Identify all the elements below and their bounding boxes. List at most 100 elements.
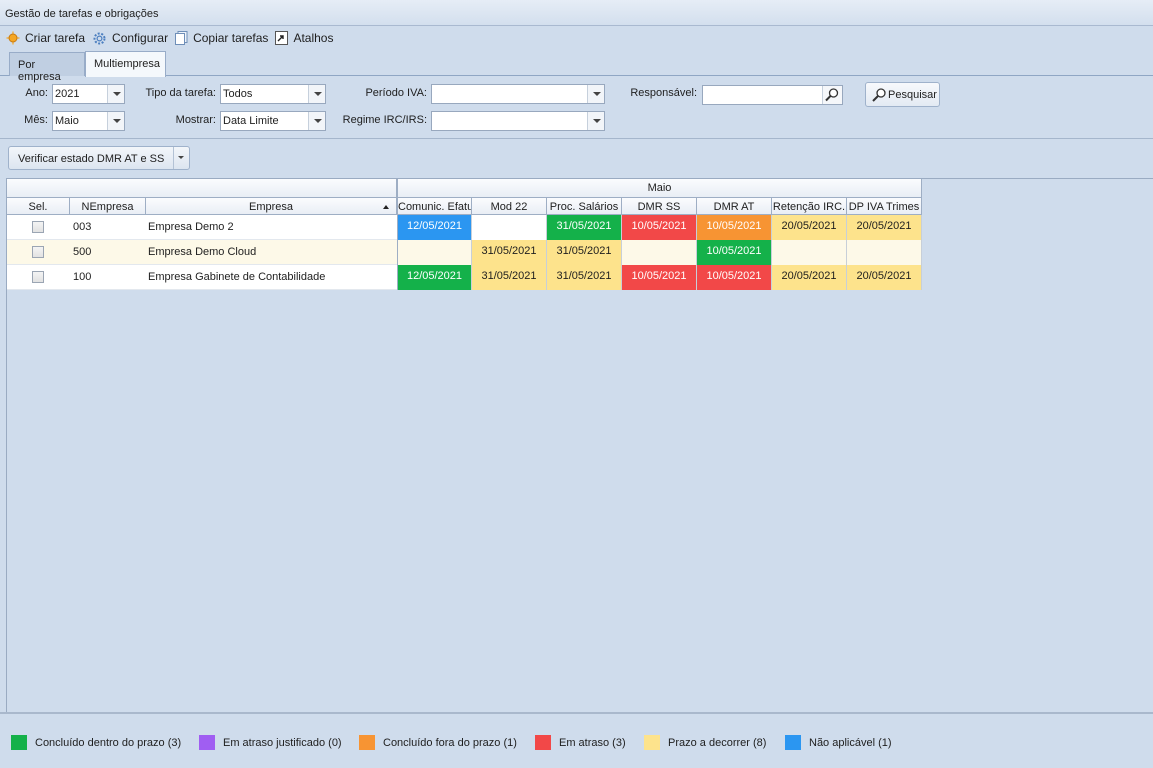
legend-label: Concluído dentro do prazo (3)	[35, 736, 182, 749]
copiar-tarefas-label: Copiar tarefas	[193, 31, 269, 45]
legend-item: Prazo a decorrer (8)	[644, 735, 766, 750]
task-date-cell[interactable]: 10/05/2021	[697, 240, 772, 265]
task-date-cell[interactable]: 12/05/2021	[397, 215, 472, 240]
legend-swatch	[359, 735, 375, 750]
col-header-empresa[interactable]: Empresa	[146, 198, 397, 215]
periodo-iva-label: Período IVA:	[365, 87, 427, 99]
task-date-cell[interactable]: 20/05/2021	[847, 265, 922, 290]
task-date-cell[interactable]: 10/05/2021	[697, 265, 772, 290]
chevron-down-icon[interactable]	[173, 147, 189, 169]
mes-value: Maio	[55, 115, 79, 127]
table-row[interactable]	[7, 215, 397, 240]
col-header-task[interactable]: DP IVA Trimes	[847, 198, 922, 215]
atalhos-label: Atalhos	[293, 31, 334, 45]
configurar-button[interactable]: Configurar	[92, 31, 168, 46]
legend-label: Concluído fora do prazo (1)	[383, 736, 517, 749]
task-date-cell[interactable]: 31/05/2021	[547, 240, 622, 265]
task-date-cell[interactable]: 31/05/2021	[472, 265, 547, 290]
cell-empresa: Empresa Gabinete de Contabilidade	[148, 271, 326, 283]
legend-swatch	[644, 735, 660, 750]
sort-ascending-icon	[383, 205, 389, 209]
task-date-cell[interactable]: 10/05/2021	[622, 215, 697, 240]
tasks-grid: Maio Sel. NEmpresa Empresa Comunic. Efat…	[6, 178, 1153, 712]
sun-icon	[6, 31, 20, 45]
task-date-cell[interactable]: 10/05/2021	[697, 215, 772, 240]
legend-swatch	[199, 735, 215, 750]
verificar-dmr-button[interactable]: Verificar estado DMR AT e SS	[8, 146, 190, 170]
col-header-task[interactable]: Retenção IRC.	[772, 198, 847, 215]
cell-nempresa: 100	[73, 271, 92, 283]
ano-select[interactable]: 2021	[52, 84, 125, 104]
atalhos-button[interactable]: Atalhos	[275, 31, 333, 45]
legend-label: Prazo a decorrer (8)	[668, 736, 767, 749]
chevron-down-icon[interactable]	[308, 85, 325, 103]
chevron-down-icon[interactable]	[587, 85, 604, 103]
row-select-checkbox[interactable]	[32, 221, 44, 233]
col-header-task[interactable]: Mod 22	[472, 198, 547, 215]
legend-swatch	[535, 735, 551, 750]
legend-item: Em atraso (3)	[535, 735, 626, 750]
criar-tarefa-button[interactable]: Criar tarefa	[6, 31, 85, 45]
row-select-checkbox[interactable]	[32, 271, 44, 283]
task-date-cell[interactable]: 10/05/2021	[622, 265, 697, 290]
legend-label: Não aplicável (1)	[809, 736, 892, 749]
task-date-cell[interactable]	[622, 240, 697, 265]
legend-label: Em atraso (3)	[559, 736, 626, 749]
responsavel-input[interactable]	[702, 85, 843, 105]
task-date-cell[interactable]: 20/05/2021	[847, 215, 922, 240]
col-header-task[interactable]: Proc. Salários	[547, 198, 622, 215]
tipo-value: Todos	[223, 88, 253, 100]
tab-strip: Por empresa Multiempresa	[0, 51, 1153, 83]
filter-panel	[0, 77, 1153, 139]
cell-nempresa: 500	[73, 246, 92, 258]
chevron-down-icon[interactable]	[107, 112, 124, 130]
pesquisar-button[interactable]: Pesquisar	[865, 82, 940, 107]
row-select-checkbox[interactable]	[32, 246, 44, 258]
col-header-task[interactable]: Comunic. Efatu	[397, 198, 472, 215]
task-date-cell[interactable]: 20/05/2021	[772, 265, 847, 290]
ano-label: Ano:	[25, 87, 48, 99]
task-date-cell[interactable]	[397, 240, 472, 265]
chevron-down-icon[interactable]	[107, 85, 124, 103]
col-header-task[interactable]: DMR AT	[697, 198, 772, 215]
tab-multiempresa[interactable]: Multiempresa	[85, 51, 166, 77]
search-icon[interactable]	[822, 86, 842, 104]
legend-bar	[0, 712, 1153, 768]
toolbar: Criar tarefa Configurar Copiar tarefas A…	[0, 27, 1153, 49]
verificar-dmr-label: Verificar estado DMR AT e SS	[18, 153, 165, 165]
task-date-cell[interactable]	[472, 215, 547, 240]
task-date-cell[interactable]: 12/05/2021	[397, 265, 472, 290]
table-row[interactable]	[7, 265, 397, 290]
table-row[interactable]	[7, 240, 397, 265]
task-date-cell[interactable]: 31/05/2021	[547, 215, 622, 240]
mes-select[interactable]: Maio	[52, 111, 125, 131]
mes-label: Mês:	[24, 114, 48, 126]
task-date-cell[interactable]	[847, 240, 922, 265]
grid-header-spacer	[7, 179, 397, 198]
band-header-maio: Maio	[397, 179, 922, 198]
col-header-empresa-label: Empresa	[248, 201, 294, 213]
mostrar-label: Mostrar:	[175, 114, 216, 126]
chevron-down-icon[interactable]	[587, 112, 604, 130]
task-date-cell[interactable]: 20/05/2021	[772, 215, 847, 240]
task-date-cell[interactable]	[772, 240, 847, 265]
col-header-sel[interactable]: Sel.	[7, 198, 70, 215]
regime-label: Regime IRC/IRS:	[342, 114, 427, 126]
chevron-down-icon[interactable]	[308, 112, 325, 130]
tipo-select[interactable]: Todos	[220, 84, 326, 104]
legend-label: Em atraso justificado (0)	[223, 736, 342, 749]
task-date-cell[interactable]: 31/05/2021	[547, 265, 622, 290]
task-date-cell[interactable]: 31/05/2021	[472, 240, 547, 265]
ano-value: 2021	[55, 88, 80, 100]
legend-item: Em atraso justificado (0)	[199, 735, 342, 750]
periodo-iva-select[interactable]	[431, 84, 605, 104]
tab-por-empresa[interactable]: Por empresa	[9, 52, 85, 83]
mostrar-select[interactable]: Data Limite	[220, 111, 326, 131]
regime-select[interactable]	[431, 111, 605, 131]
col-header-task[interactable]: DMR SS	[622, 198, 697, 215]
pesquisar-label: Pesquisar	[888, 88, 937, 101]
copiar-tarefas-button[interactable]: Copiar tarefas	[175, 31, 268, 45]
gear-icon	[93, 32, 106, 44]
col-header-nempresa[interactable]: NEmpresa	[70, 198, 146, 215]
cell-nempresa: 003	[73, 221, 92, 233]
